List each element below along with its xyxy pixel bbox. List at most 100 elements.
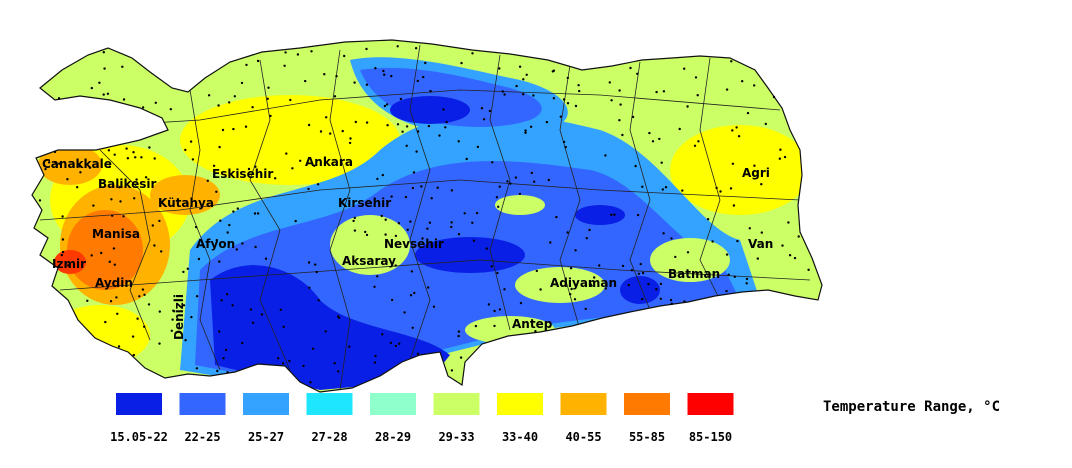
city-label-nevsehir: Nevsehir [384, 237, 444, 251]
province-border [249, 59, 291, 371]
station-dot [170, 329, 173, 332]
station-dot [184, 148, 187, 152]
station-dot [522, 78, 525, 81]
station-dot [503, 93, 506, 96]
station-dot [715, 186, 718, 190]
station-dot [217, 104, 220, 107]
station-dot [457, 233, 461, 236]
station-dot [610, 213, 613, 216]
station-dot [741, 80, 744, 83]
station-dot [427, 286, 430, 289]
station-dot [566, 76, 569, 80]
station-dot [401, 130, 404, 133]
station-dot [122, 215, 125, 218]
station-dot [634, 164, 637, 168]
station-dot [365, 83, 369, 86]
station-dot [610, 99, 613, 102]
station-dot [641, 297, 644, 301]
station-dot [222, 357, 225, 360]
station-dot [588, 228, 591, 232]
station-dot [670, 237, 673, 240]
station-dot [574, 104, 578, 108]
station-dot [797, 235, 800, 238]
station-dot [151, 224, 154, 227]
station-dot [279, 308, 282, 311]
station-dot [365, 47, 368, 51]
station-dot [627, 283, 630, 287]
station-dot [427, 124, 431, 128]
station-dot [618, 119, 621, 122]
station-dot [315, 270, 318, 274]
station-dot [414, 47, 418, 50]
station-dot [296, 53, 300, 56]
legend-label-33-40: 33-40 [502, 430, 538, 444]
station-dot [450, 221, 453, 224]
station-dot [779, 148, 782, 151]
station-dot [374, 67, 377, 70]
station-dot [153, 244, 156, 247]
station-dot [335, 75, 338, 78]
station-dot [552, 97, 556, 100]
station-dot [753, 84, 756, 87]
station-dot [317, 299, 320, 302]
station-dot [737, 135, 741, 138]
station-dot [373, 361, 377, 364]
station-dot [212, 164, 216, 167]
station-dot [474, 324, 478, 328]
station-dot [629, 66, 632, 70]
station-dot [664, 186, 668, 189]
station-dot [226, 293, 229, 296]
station-dot [116, 312, 119, 315]
station-dot [648, 131, 651, 135]
station-dot [111, 214, 114, 217]
station-dot [661, 188, 664, 191]
station-dot [323, 73, 326, 76]
station-dot [194, 225, 198, 229]
station-dot [381, 333, 384, 336]
station-dot [697, 140, 700, 143]
station-dot [86, 299, 89, 302]
station-dot [66, 178, 69, 181]
station-dot [409, 294, 413, 297]
station-dot [405, 144, 408, 147]
station-dot [578, 89, 581, 93]
zone-15-22-central [415, 237, 525, 273]
station-dot [228, 223, 231, 227]
city-label-antep: Antep [512, 317, 553, 331]
station-dot [256, 59, 260, 63]
station-dot [564, 145, 567, 149]
station-dot [256, 212, 260, 215]
station-dot [153, 157, 156, 160]
station-dot [376, 177, 379, 181]
station-dot [497, 205, 500, 208]
station-dot [430, 197, 433, 200]
station-dot [184, 339, 187, 342]
station-dot [725, 253, 729, 256]
station-dot [88, 166, 92, 169]
station-dot [428, 221, 432, 224]
zone-29-33-aksaray [330, 215, 410, 275]
station-dot [725, 88, 729, 91]
station-dots [38, 45, 810, 384]
station-dot [641, 185, 644, 188]
station-dot [47, 161, 51, 164]
station-dot [314, 263, 317, 266]
legend-title: Temperature Range, °C [823, 399, 1000, 415]
city-label-manisa: Manisa [92, 227, 140, 241]
station-dot [337, 315, 340, 318]
station-dot [465, 157, 468, 161]
station-dot [457, 334, 460, 338]
station-dot [772, 95, 776, 99]
station-dot [651, 140, 655, 143]
station-dot [566, 231, 569, 234]
station-dot [432, 305, 436, 308]
station-dot [524, 129, 527, 132]
station-dot [515, 84, 518, 88]
station-dot [641, 271, 645, 275]
station-dot [459, 356, 463, 359]
station-dot [307, 261, 311, 264]
zone-33-40-east [670, 125, 810, 215]
station-dot [113, 153, 116, 156]
station-dot [102, 51, 106, 54]
station-dot [382, 69, 385, 73]
